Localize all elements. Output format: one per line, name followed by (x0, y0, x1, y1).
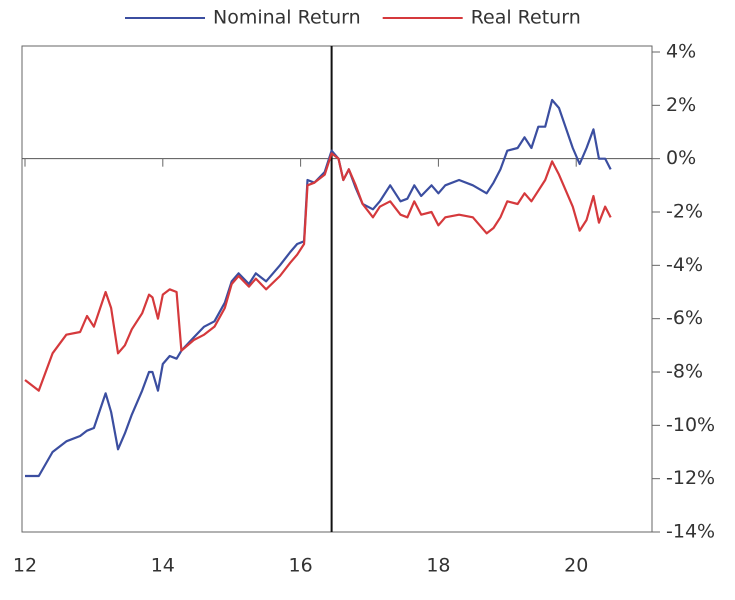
y-tick-label: -12% (666, 467, 715, 489)
series-line (24, 152, 612, 392)
series-line (25, 98, 612, 478)
x-tick-label: 16 (289, 555, 313, 577)
y-tick-label: -10% (666, 414, 715, 436)
y-tick-label: -6% (666, 307, 703, 329)
x-tick-label: 18 (426, 555, 450, 577)
y-tick-label: -14% (666, 521, 715, 543)
y-tick-label: -2% (666, 201, 703, 223)
legend-label: Nominal Return (213, 7, 361, 29)
legend-label: Real Return (471, 7, 581, 29)
y-tick-label: 0% (666, 147, 696, 169)
plot-frame (21, 45, 653, 533)
x-tick-label: 20 (564, 555, 588, 577)
y-tick-label: 4% (666, 41, 696, 63)
x-tick-label: 12 (13, 555, 37, 577)
y-tick-label: -4% (666, 254, 703, 276)
y-tick-label: -8% (666, 361, 703, 383)
y-tick-label: 2% (666, 94, 696, 116)
x-tick-label: 14 (151, 555, 175, 577)
